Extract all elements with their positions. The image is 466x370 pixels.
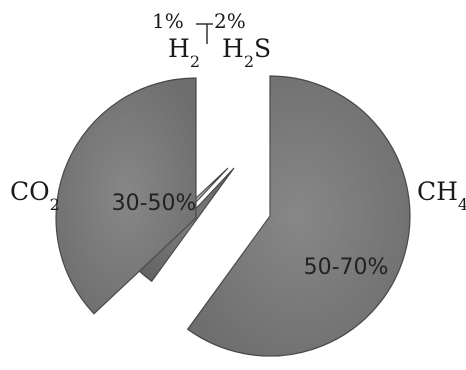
leader-line-h2 xyxy=(196,23,208,44)
category-label-h2s: H2S xyxy=(222,34,271,71)
category-label-co2: CO2 xyxy=(10,177,60,214)
category-label-ch4: CH4 xyxy=(417,177,466,214)
category-label-h2: H2 xyxy=(168,34,200,71)
pct-label-h2: 1% xyxy=(152,9,184,33)
pct-label-h2s: 2% xyxy=(214,9,246,33)
slice-ch4-shade xyxy=(187,76,411,357)
slice-label-co2: 30-50% xyxy=(112,191,197,216)
slice-label-ch4: 50-70% xyxy=(304,255,389,280)
slice-co2-shade xyxy=(55,78,197,314)
